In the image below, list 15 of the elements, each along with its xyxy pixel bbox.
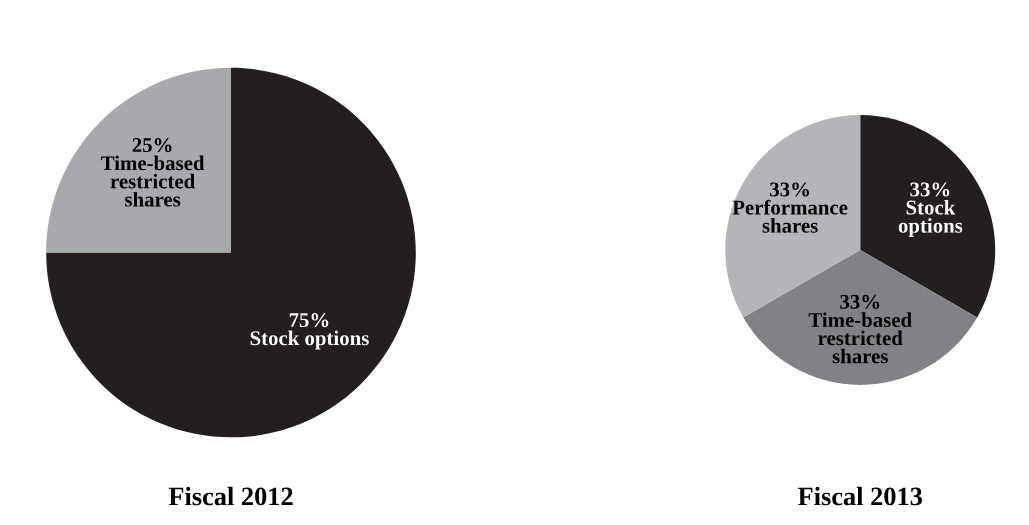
text: Fiscal 2013 <box>798 486 923 506</box>
slice-label: Time-based restricted shares <box>101 155 205 207</box>
data-label: 25% <box>132 138 172 153</box>
text: Fiscal 2012 <box>168 486 293 506</box>
slice-label: Performance shares <box>732 199 848 233</box>
slice-label: Time-based restricted shares <box>808 312 912 364</box>
pie-slice <box>743 249 978 385</box>
data-label: 33% <box>840 294 880 309</box>
data-label: 33% <box>770 182 809 197</box>
pie-slice <box>46 67 232 253</box>
slice-label: Stock options <box>250 330 369 350</box>
slice-label: Stock options <box>898 199 963 238</box>
data-label: 33% <box>910 182 950 197</box>
pie-slice <box>46 67 416 438</box>
data-label: 75% <box>289 313 329 328</box>
